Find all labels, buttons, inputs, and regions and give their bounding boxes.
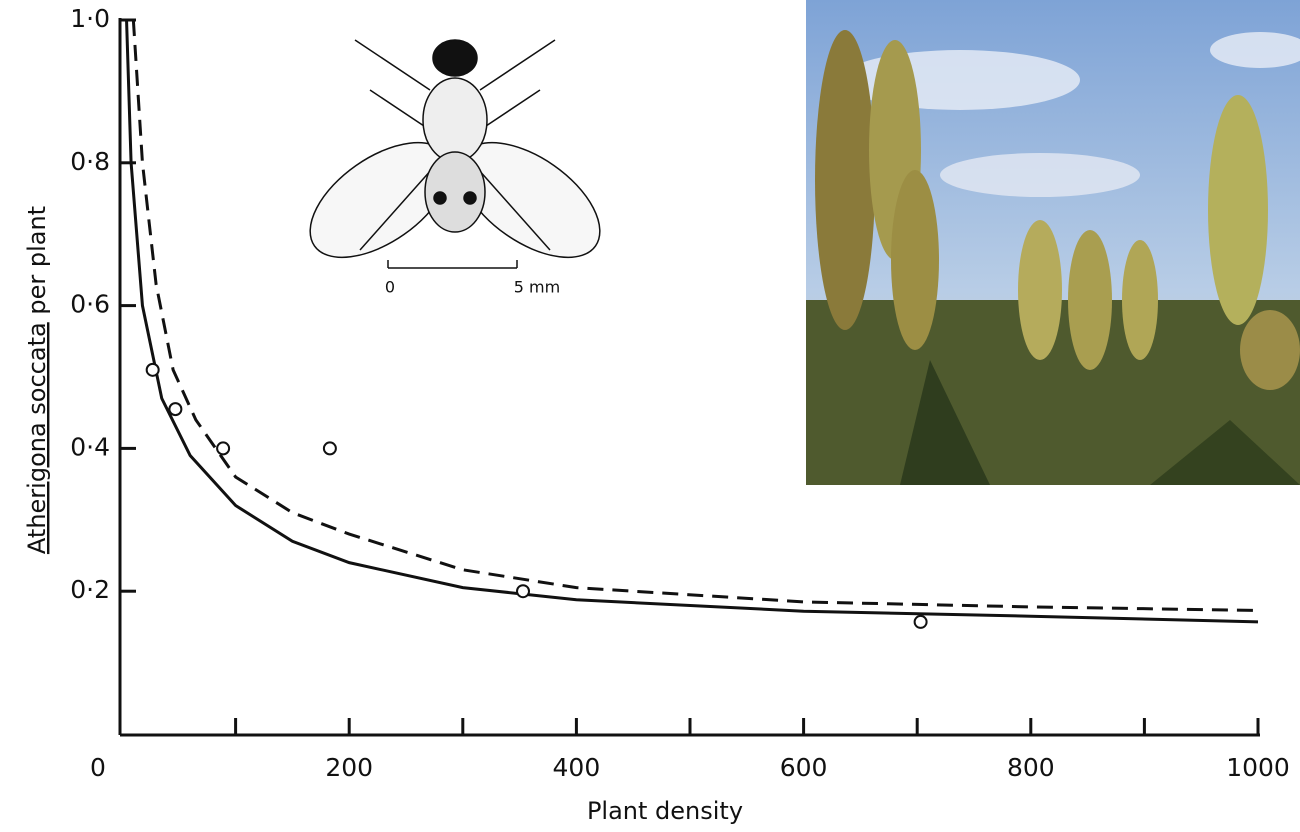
curve xyxy=(131,19,1259,612)
data-point xyxy=(516,584,531,599)
x-tick-label: 800 xyxy=(1007,753,1055,782)
x-tick-label: 200 xyxy=(325,753,373,782)
y-tick-label: 1·0 xyxy=(70,4,110,33)
y-axis-title-unit: per plant xyxy=(23,206,51,315)
x-tick-label: 600 xyxy=(780,753,828,782)
data-point xyxy=(913,614,928,629)
data-point xyxy=(168,402,183,417)
scale-label: 5 mm xyxy=(514,278,560,297)
fly-drawing xyxy=(309,39,601,269)
data-point xyxy=(216,441,231,456)
x-tick-label: 1000 xyxy=(1226,753,1290,782)
curve xyxy=(125,19,1259,624)
data-point xyxy=(145,362,160,377)
x-tick-label: 0 xyxy=(90,753,106,782)
y-tick-label: 0·6 xyxy=(70,290,110,319)
y-axis-title-species: Atherigona soccata xyxy=(23,322,51,554)
scale-label: 0 xyxy=(385,278,395,297)
y-tick-label: 0·2 xyxy=(70,575,110,604)
x-axis-title: Plant density xyxy=(587,797,743,825)
y-axis-title: Atherigona soccata per plant xyxy=(23,206,51,554)
x-tick-label: 400 xyxy=(553,753,601,782)
data-point xyxy=(322,441,337,456)
photo xyxy=(806,0,1300,485)
y-tick-label: 0·4 xyxy=(70,432,110,461)
y-tick-label: 0·8 xyxy=(70,147,110,176)
